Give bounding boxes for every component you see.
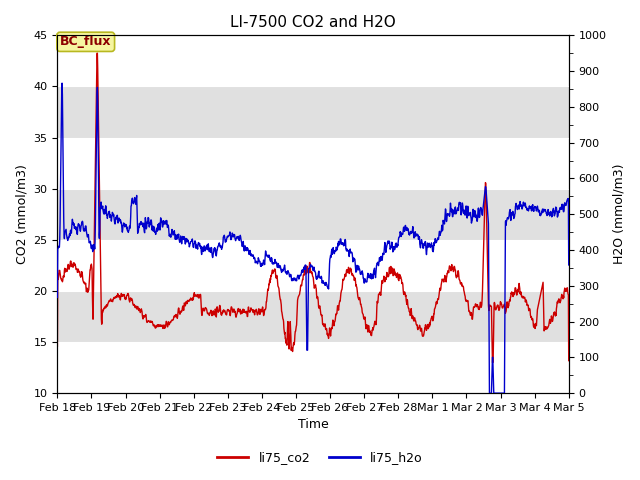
Y-axis label: CO2 (mmol/m3): CO2 (mmol/m3) xyxy=(15,164,28,264)
Title: LI-7500 CO2 and H2O: LI-7500 CO2 and H2O xyxy=(230,15,396,30)
Bar xyxy=(58,189,569,240)
Bar xyxy=(58,86,569,138)
Legend: li75_co2, li75_h2o: li75_co2, li75_h2o xyxy=(212,446,428,469)
Text: BC_flux: BC_flux xyxy=(60,36,111,48)
Bar xyxy=(58,291,569,342)
X-axis label: Time: Time xyxy=(298,419,328,432)
Y-axis label: H2O (mmol/m3): H2O (mmol/m3) xyxy=(612,164,625,264)
